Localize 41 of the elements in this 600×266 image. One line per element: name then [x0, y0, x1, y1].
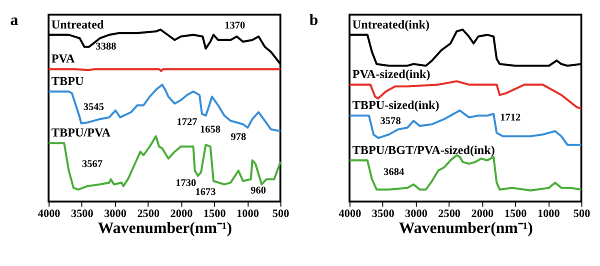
x-tick-label: 4000 — [38, 208, 61, 220]
x-tick-label: 3500 — [372, 208, 395, 220]
series-label: PVA-sized(ink) — [352, 67, 430, 82]
annotation: 3567 — [82, 159, 102, 170]
x-tick-label: 500 — [573, 208, 591, 220]
series-label: TBPU/PVA — [51, 126, 111, 140]
annotation: 1727 — [176, 116, 198, 128]
x-tick-label: 2000 — [471, 208, 494, 220]
x-tick-label: 3000 — [405, 208, 428, 220]
annotation: 1730 — [176, 178, 196, 190]
x-tick-label: 500 — [272, 208, 290, 220]
chart-title: b — [309, 12, 318, 29]
x-tick-label: 1500 — [203, 208, 226, 220]
x-tick-label: 4000 — [338, 208, 362, 220]
annotation: 1712 — [500, 112, 521, 124]
x-tick-label: 2500 — [137, 208, 160, 220]
series-label: Untreated(ink) — [352, 17, 430, 32]
annotation: 3388 — [96, 42, 116, 53]
annotation: 3684 — [384, 167, 404, 178]
annotation: 1673 — [195, 186, 216, 198]
x-tick-label: 1500 — [504, 208, 528, 220]
x-tick-label: 3500 — [70, 208, 94, 220]
series-label: PVA — [51, 52, 75, 66]
annotation: 1370 — [224, 20, 246, 32]
annotation: 978 — [230, 132, 246, 143]
annotation: 3578 — [380, 116, 401, 127]
series-label: TBPU-sized(ink) — [352, 98, 440, 112]
x-tick-label: 3000 — [104, 208, 127, 220]
annotation: 960 — [250, 186, 266, 197]
x-tick-label: 1000 — [537, 208, 560, 220]
chart-title: a — [10, 12, 18, 29]
annotation: 1658 — [200, 124, 220, 136]
series-label: TBPU — [51, 74, 84, 88]
x-tick-label: 2500 — [438, 208, 461, 220]
series-label: TBPU/BGT/PVA-sized(ink) — [352, 142, 495, 157]
x-axis-title: Wavenumber(nm⁻¹) — [398, 220, 533, 237]
x-axis-title: Wavenumber(nm⁻¹) — [98, 220, 232, 237]
annotation: 3545 — [83, 102, 104, 114]
x-tick-label: 2000 — [170, 208, 194, 220]
series-label: Untreated — [51, 17, 104, 32]
x-tick-label: 1000 — [236, 208, 260, 220]
